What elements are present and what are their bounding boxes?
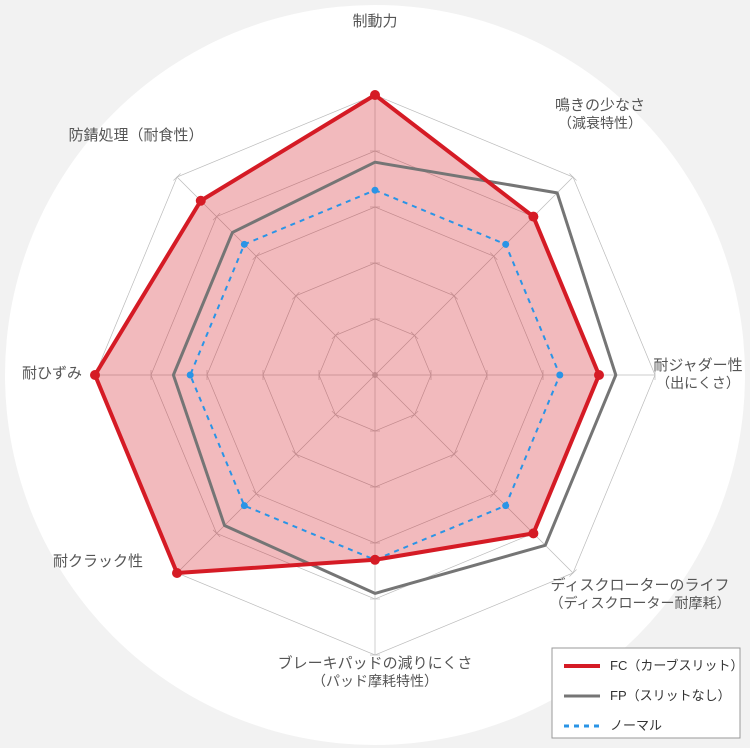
svg-text:（ディスクローター耐摩耗）: （ディスクローター耐摩耗） [549, 595, 730, 611]
svg-text:耐ひずみ: 耐ひずみ [22, 365, 82, 382]
axis-label: 防錆処理（耐食性） [68, 126, 203, 144]
svg-text:（減衰特性）: （減衰特性） [558, 115, 642, 131]
axis-label: 耐クラック性 [53, 553, 143, 570]
radar-chart-container: 制動力鳴きの少なさ（減衰特性）耐ジャダー性（出にくさ）ディスクローターのライフ（… [0, 0, 750, 748]
svg-text:防錆処理（耐食性）: 防錆処理（耐食性） [68, 126, 203, 144]
svg-text:（パッド摩耗特性）: （パッド摩耗特性） [312, 673, 438, 689]
radar-chart: 制動力鳴きの少なさ（減衰特性）耐ジャダー性（出にくさ）ディスクローターのライフ（… [0, 0, 750, 748]
svg-text:鳴きの少なさ: 鳴きの少なさ [555, 97, 645, 114]
axis-label: ディスクローターのライフ（ディスクローター耐摩耗） [549, 576, 730, 611]
svg-text:ディスクローターのライフ: ディスクローターのライフ [551, 576, 730, 594]
axis-label: 制動力 [352, 13, 397, 30]
legend-label: ノーマル [610, 718, 662, 733]
svg-text:耐クラック性: 耐クラック性 [53, 553, 143, 570]
legend-label: FC（カーブスリット） [610, 658, 744, 673]
svg-text:耐ジャダー性: 耐ジャダー性 [653, 357, 742, 374]
svg-text:制動力: 制動力 [352, 13, 397, 30]
axis-label: 耐ひずみ [22, 365, 82, 382]
svg-text:ブレーキパッドの減りにくさ: ブレーキパッドの減りにくさ [278, 654, 473, 672]
legend-label: FP（スリットなし） [610, 688, 731, 703]
svg-text:（出にくさ）: （出にくさ） [656, 375, 740, 391]
